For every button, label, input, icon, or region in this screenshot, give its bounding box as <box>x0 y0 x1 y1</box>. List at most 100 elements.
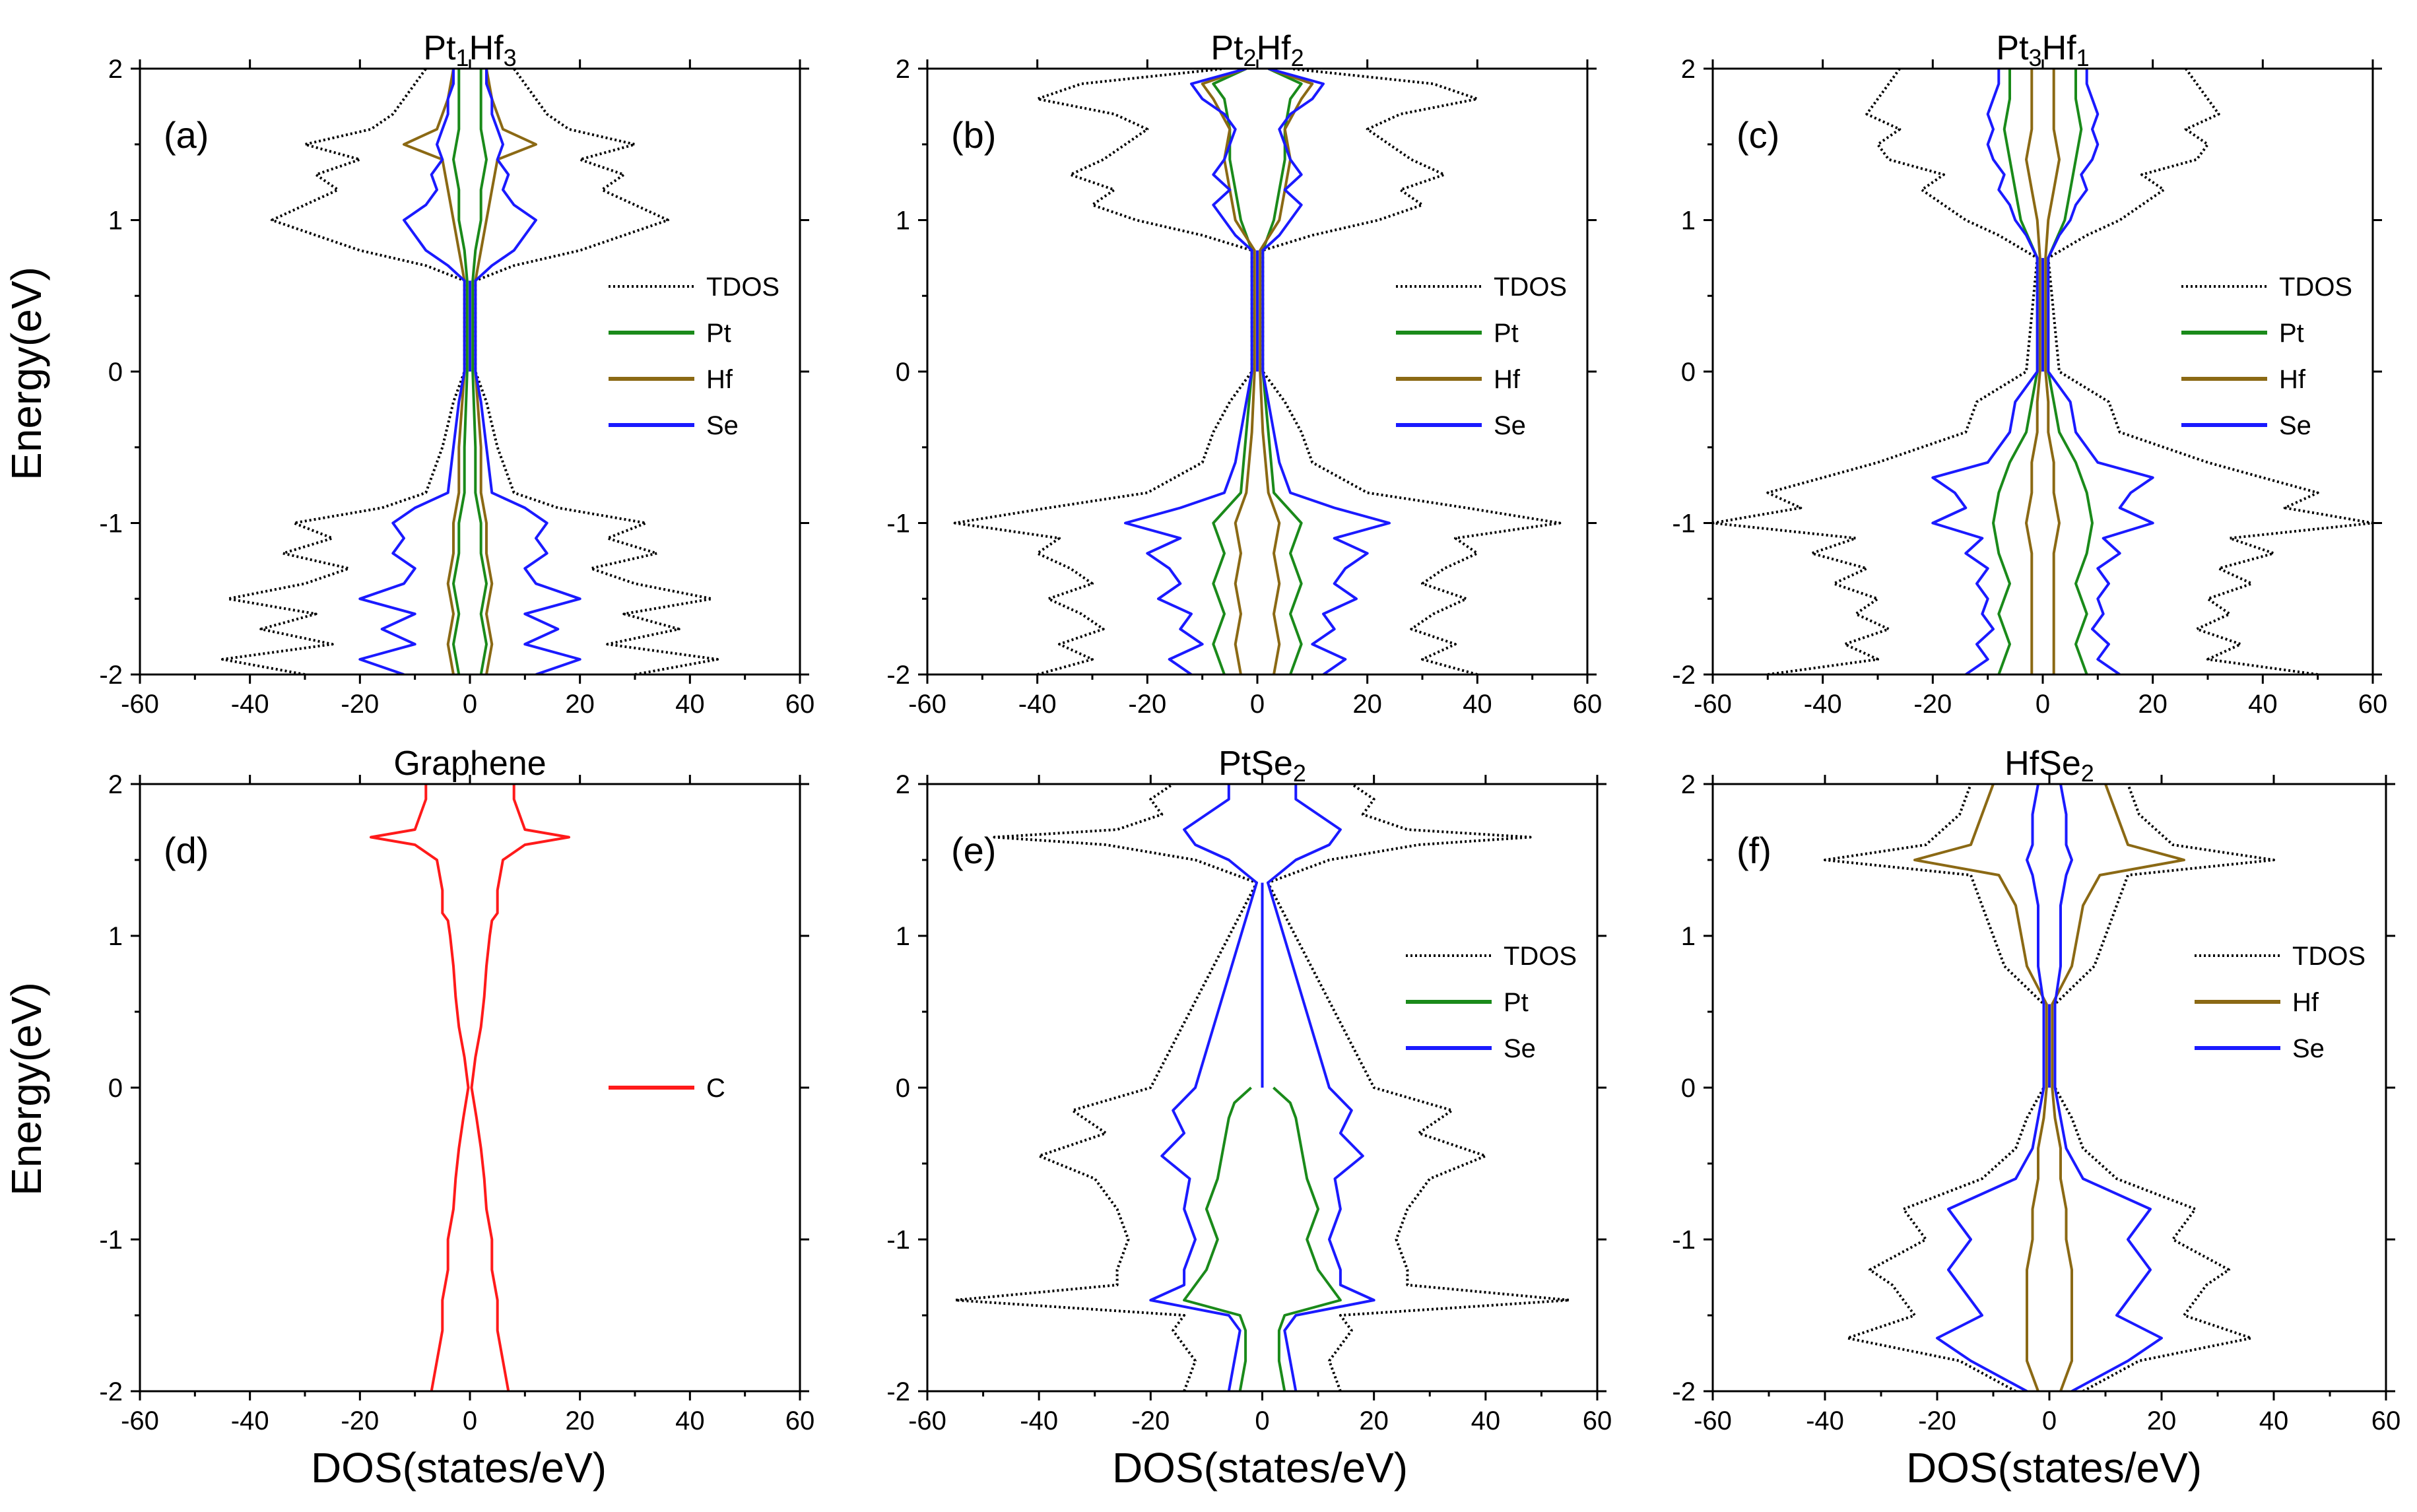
panel-d: -60 -40 -20 0 20 40 60 -2 -1 0 1 2 Graphene (d) C <box>99 744 814 1435</box>
curves <box>1824 784 2275 1391</box>
curve-se-pos <box>1267 784 1375 1391</box>
curve-se-neg <box>1936 784 2045 1391</box>
y-tick-label: 2 <box>896 770 910 799</box>
legend-label-hf: Hf <box>2292 988 2319 1017</box>
x-tick-label: 20 <box>1352 690 1382 719</box>
curve-se-pos <box>1261 69 1391 674</box>
panel-tag: (b) <box>951 114 996 156</box>
x-tick-label: -40 <box>231 1406 269 1435</box>
x-tick-label: 60 <box>1583 1406 1612 1435</box>
y-tick-label: -1 <box>1672 509 1696 539</box>
curves <box>953 69 1562 674</box>
title-part: 3 <box>2029 44 2042 71</box>
curve-pt-pos <box>471 69 488 674</box>
curve-tdos-neg <box>954 784 1258 1391</box>
y-tick-label: -2 <box>886 661 910 690</box>
title-part: Pt <box>1210 29 1243 67</box>
x-tick-label: -60 <box>908 1406 946 1435</box>
legend-label-se: Se <box>2292 1034 2325 1063</box>
curve-hf-neg <box>1913 784 2048 1391</box>
title-part: 2 <box>2081 760 2094 787</box>
x-tick-label: 60 <box>785 690 815 719</box>
y-tick-label: 0 <box>108 358 123 387</box>
y-tick-label: 0 <box>1681 1074 1696 1103</box>
legend: TDOS Hf Se <box>2195 942 2366 1063</box>
curve-tdos-neg <box>1824 784 2045 1391</box>
x-tick-label: 40 <box>675 1406 705 1435</box>
x-tick-label: 40 <box>675 690 705 719</box>
curve-tdos-neg <box>1713 69 2039 674</box>
curve-tdos-pos <box>2053 784 2275 1391</box>
x-tick-label: -20 <box>1913 690 1952 719</box>
x-tick-label: 40 <box>1463 690 1492 719</box>
legend-label-pt: Pt <box>1494 319 1519 348</box>
title-part: 2 <box>1243 44 1257 71</box>
x-tick-label: -60 <box>1694 690 1732 719</box>
x-tick-label: -60 <box>121 690 159 719</box>
legend: TDOS Pt Se <box>1406 942 1577 1063</box>
curves <box>954 784 1571 1391</box>
title-part: 3 <box>504 44 517 71</box>
title-part: Hf <box>1257 29 1292 67</box>
xlabel-d: DOS(states/eV) <box>311 1444 607 1492</box>
x-tick-label: -60 <box>1694 1406 1732 1435</box>
legend-label-tdos: TDOS <box>706 273 779 302</box>
legend-label-c: C <box>706 1074 725 1103</box>
x-tick-label: -40 <box>231 690 269 719</box>
x-tick-label: 0 <box>1250 690 1265 719</box>
legend-label-se: Se <box>706 411 739 440</box>
title-part: Pt <box>1996 29 2029 67</box>
panel-c: -60 -40 -20 0 20 40 60-2-1012Pt3Hf1(c)TDOSPtHf… <box>1672 29 2387 719</box>
panels: -60 -40 -20 0 20 40 60-2-1012Pt1Hf3(a)TDOSPtHf… <box>99 29 2400 1435</box>
legend-label-hf: Hf <box>706 365 733 394</box>
panel-tag: (c) <box>1737 114 1779 156</box>
curve-hf-pos <box>2051 784 2185 1391</box>
x-tick-label: 20 <box>565 690 595 719</box>
y-tick-label: 1 <box>1681 207 1696 236</box>
ylabel-bottom: Energy(eV) <box>3 982 50 1196</box>
curve-tdos-pos <box>1261 69 1562 674</box>
curve-pt-pos <box>2047 69 2094 674</box>
x-tick-label: 60 <box>2371 1406 2401 1435</box>
title-part: Pt <box>423 29 456 67</box>
legend: TDOS Pt Hf Se <box>1396 273 1567 440</box>
panel-title: Graphene <box>393 744 546 783</box>
legend-label-tdos: TDOS <box>2292 942 2366 971</box>
x-tick-label: 40 <box>2248 690 2278 719</box>
panel-a: -60 -40 -20 0 20 40 60-2-1012Pt1Hf3(a)TDOSPtHf… <box>99 29 814 719</box>
title-part: 1 <box>456 44 469 71</box>
legend-label-pt: Pt <box>2279 319 2304 348</box>
curves <box>221 69 719 674</box>
x-tick-label: -40 <box>1018 690 1057 719</box>
panel-title: Pt2Hf2 <box>1210 29 1304 71</box>
legend-label-se: Se <box>1494 411 1526 440</box>
x-tick-label: 60 <box>785 1406 815 1435</box>
y-tick-label: 2 <box>896 55 910 84</box>
x-tick-label: -20 <box>1128 690 1166 719</box>
title-part: Graphene <box>393 744 546 783</box>
y-tick-label: -2 <box>99 1377 123 1406</box>
legend-label-hf: Hf <box>1494 365 1521 394</box>
panel-title: Pt1Hf3 <box>423 29 516 71</box>
title-part: 1 <box>2076 44 2090 71</box>
title-part: 2 <box>1291 44 1304 71</box>
curve-se-neg <box>1149 784 1258 1391</box>
y-tick-label: 1 <box>108 207 123 236</box>
x-tick-label: 20 <box>1359 1406 1389 1435</box>
legend-label-hf: Hf <box>2279 365 2306 394</box>
y-tick-label: 2 <box>108 55 123 84</box>
curve-tdos-pos <box>1267 784 1571 1391</box>
curve-pt-neg <box>452 69 469 674</box>
curve-pt-pos <box>1261 69 1303 674</box>
x-tick-label: 20 <box>2138 690 2168 719</box>
panel-title: HfSe2 <box>2004 744 2094 787</box>
x-tick-label: -20 <box>1918 1406 1956 1435</box>
curve-tdos-neg <box>953 69 1253 674</box>
curve-se-pos <box>2053 784 2163 1391</box>
y-tick-label: -2 <box>1672 661 1696 690</box>
x-tick-label: -20 <box>1131 1406 1170 1435</box>
title-part: Hf <box>2042 29 2077 67</box>
x-tick-label: 40 <box>2259 1406 2289 1435</box>
legend-label-pt: Pt <box>1504 988 1529 1017</box>
